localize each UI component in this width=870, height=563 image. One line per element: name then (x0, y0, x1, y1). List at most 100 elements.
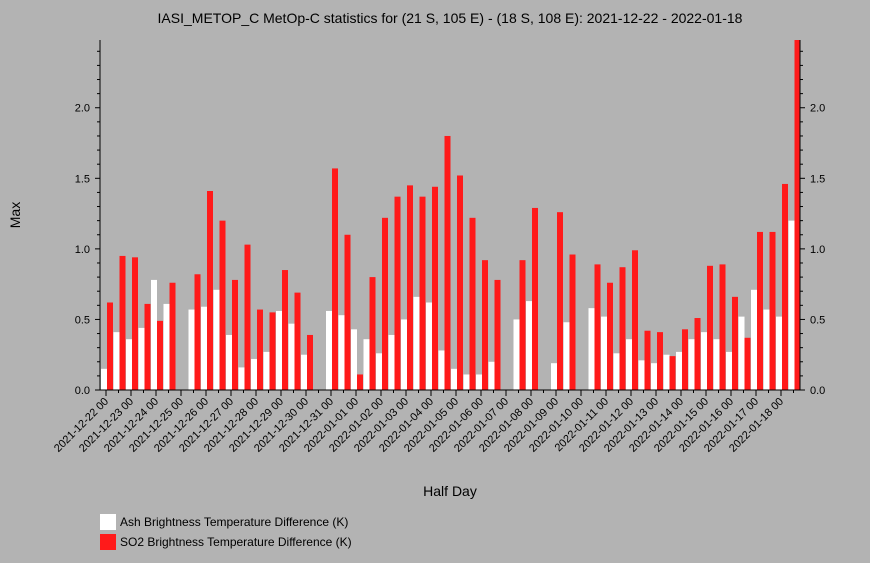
ash-bar (463, 374, 470, 390)
legend-label-ash: Ash Brightness Temperature Difference (K… (120, 515, 349, 529)
ash-bar (613, 353, 620, 390)
x-axis-label: Half Day (423, 483, 477, 499)
ash-bar (701, 332, 707, 390)
so2-bar (407, 185, 413, 390)
so2-bar (632, 250, 638, 390)
ash-bar (738, 316, 745, 390)
ash-bar (376, 353, 382, 390)
so2-bar (132, 257, 138, 390)
ash-bar (263, 351, 270, 390)
ash-bar (151, 279, 157, 390)
ash-bar (201, 306, 207, 390)
so2-bar (357, 374, 363, 390)
ash-bar (776, 316, 782, 390)
ash-bar (438, 350, 445, 390)
so2-bar (569, 254, 576, 390)
so2-bar (144, 303, 151, 390)
ash-bar (676, 351, 682, 390)
so2-bar (707, 265, 713, 390)
ash-bar (113, 332, 120, 390)
y-tick-label-right: 1.0 (810, 244, 825, 256)
ash-bar (126, 339, 132, 390)
y-tick-label-right: 0.5 (810, 314, 825, 326)
y-tick-label-right: 2.0 (810, 103, 825, 115)
ash-bar (476, 374, 482, 390)
ash-bar (688, 339, 695, 390)
so2-bar (232, 279, 238, 390)
legend-item-ash: Ash Brightness Temperature Difference (K… (100, 512, 352, 532)
so2-bar (719, 264, 726, 390)
so2-bar (219, 220, 226, 390)
ash-bar (513, 319, 520, 390)
so2-bar (382, 217, 388, 390)
ash-bar (238, 367, 245, 390)
ash-bar (788, 220, 795, 390)
ash-bar (763, 309, 770, 390)
so2-bar (494, 279, 501, 390)
y-tick-label-right: 1.5 (810, 173, 825, 185)
so2-bar (394, 196, 401, 390)
so2-bar (119, 255, 126, 390)
bars-group (101, 40, 801, 390)
ash-bar (163, 303, 170, 390)
so2-bar (757, 231, 763, 390)
so2-bar (794, 40, 801, 390)
ash-bar (588, 308, 595, 390)
y-tick-label-left: 1.0 (75, 244, 90, 256)
y-tick-label-left: 1.5 (75, 173, 90, 185)
ash-bar (626, 339, 632, 390)
chart-title: IASI_METOP_C MetOp-C statistics for (21 … (158, 10, 743, 26)
ash-bar (563, 322, 570, 390)
ash-bar (713, 339, 720, 390)
so2-bar (657, 332, 663, 390)
ash-bar (351, 329, 357, 390)
so2-bar (344, 234, 351, 390)
so2-bar (207, 191, 213, 390)
legend-swatch-ash (100, 514, 116, 530)
so2-bar (444, 135, 451, 390)
y-axis-label: Max (7, 202, 23, 228)
so2-bar (282, 270, 288, 390)
so2-bar (519, 260, 526, 390)
so2-bar (644, 330, 651, 390)
ash-bar (213, 289, 220, 390)
ash-bar (413, 296, 420, 390)
ash-bar (751, 289, 757, 390)
so2-bar (769, 231, 776, 390)
ash-bar (401, 319, 407, 390)
so2-bar (244, 244, 251, 390)
axes-group: 0.0 0.00.5 0.51.0 1.01.5 1.52.0 2.02021-12-22… (52, 40, 825, 455)
so2-bar (782, 183, 788, 390)
ash-bar (138, 327, 145, 390)
so2-bar (482, 260, 488, 390)
so2-bar (107, 302, 113, 390)
so2-bar (669, 356, 676, 390)
so2-bar (682, 329, 688, 390)
so2-bar (469, 217, 476, 390)
so2-bar (694, 318, 701, 390)
so2-bar (594, 264, 601, 390)
so2-bar (457, 175, 463, 390)
y-tick-label-right: 0.0 (810, 385, 825, 397)
ash-bar (726, 351, 732, 390)
so2-bar (607, 282, 613, 390)
so2-bar (157, 320, 163, 390)
ash-bar (301, 354, 307, 390)
ash-bar (488, 361, 495, 390)
so2-bar (619, 267, 626, 390)
so2-bar (732, 296, 738, 390)
legend-label-so2: SO2 Brightness Temperature Difference (K… (120, 535, 352, 549)
legend: Ash Brightness Temperature Difference (K… (100, 512, 352, 552)
so2-bar (332, 168, 338, 390)
so2-bar (744, 337, 751, 390)
ash-bar (276, 310, 282, 390)
ash-bar (101, 368, 107, 390)
ash-bar (226, 334, 232, 390)
ash-bar (338, 315, 345, 390)
ash-bar (188, 309, 195, 390)
so2-bar (269, 312, 276, 390)
y-tick-label-left: 0.5 (75, 314, 90, 326)
ash-bar (326, 310, 332, 390)
ash-bar (363, 339, 370, 390)
